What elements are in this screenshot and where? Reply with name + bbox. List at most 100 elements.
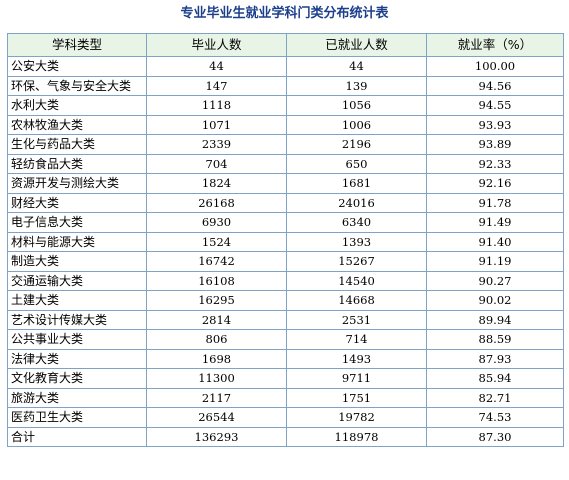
- cell-rate: 87.93: [426, 348, 564, 369]
- cell-graduates: 1118: [146, 95, 287, 116]
- table-row: 生化与药品大类 2339 2196 93.89: [7, 134, 564, 155]
- table-row: 制造大类 16742 15267 91.19: [7, 251, 564, 272]
- table-row: 轻纺食品大类 704 650 92.33: [7, 153, 564, 174]
- cell-employed: 1493: [286, 348, 427, 369]
- cell-rate: 94.55: [426, 95, 564, 116]
- cell-subject: 医药卫生大类: [7, 407, 147, 428]
- cell-rate: 91.49: [426, 212, 564, 233]
- cell-graduates: 1824: [146, 173, 287, 194]
- cell-subject: 材料与能源大类: [7, 231, 147, 252]
- table-row: 旅游大类 2117 1751 82.71: [7, 387, 564, 408]
- cell-subject: 轻纺食品大类: [7, 153, 147, 174]
- cell-rate: 74.53: [426, 407, 564, 428]
- cell-graduates: 806: [146, 329, 287, 350]
- cell-employed: 139: [286, 75, 427, 96]
- cell-rate: 85.94: [426, 368, 564, 389]
- header-subject-type: 学科类型: [7, 33, 147, 57]
- cell-rate: 88.59: [426, 329, 564, 350]
- table-row: 资源开发与测绘大类 1824 1681 92.16: [7, 173, 564, 194]
- cell-graduates: 2117: [146, 387, 287, 408]
- table-row: 法律大类 1698 1493 87.93: [7, 348, 564, 369]
- cell-subject: 公安大类: [7, 56, 147, 77]
- cell-subject: 公共事业大类: [7, 329, 147, 350]
- cell-rate: 91.78: [426, 192, 564, 213]
- table-row: 电子信息大类 6930 6340 91.49: [7, 212, 564, 233]
- cell-subject: 生化与药品大类: [7, 134, 147, 155]
- cell-employed: 6340: [286, 212, 427, 233]
- cell-rate: 90.27: [426, 270, 564, 291]
- cell-graduates: 704: [146, 153, 287, 174]
- header-employment-rate: 就业率（%）: [426, 33, 564, 57]
- cell-subject: 合计: [7, 426, 147, 447]
- cell-employed: 2531: [286, 309, 427, 330]
- cell-subject: 文化教育大类: [7, 368, 147, 389]
- table-row: 环保、气象与安全大类 147 139 94.56: [7, 75, 564, 96]
- cell-employed: 2196: [286, 134, 427, 155]
- cell-rate: 100.00: [426, 56, 564, 77]
- cell-graduates: 11300: [146, 368, 287, 389]
- cell-employed: 24016: [286, 192, 427, 213]
- cell-subject: 环保、气象与安全大类: [7, 75, 147, 96]
- cell-subject: 旅游大类: [7, 387, 147, 408]
- cell-employed: 9711: [286, 368, 427, 389]
- table-body: 公安大类 44 44 100.00 环保、气象与安全大类 147 139 94.56 水利大…: [7, 56, 564, 447]
- table-title: 专业毕业生就业学科门类分布统计表: [180, 6, 389, 21]
- cell-subject: 土建大类: [7, 290, 147, 311]
- cell-subject: 艺术设计传媒大类: [7, 309, 147, 330]
- total-row: 合计 136293 118978 87.30: [7, 426, 564, 447]
- table-row: 医药卫生大类 26544 19782 74.53: [7, 407, 564, 428]
- cell-employed: 714: [286, 329, 427, 350]
- cell-employed: 15267: [286, 251, 427, 272]
- cell-graduates: 1698: [146, 348, 287, 369]
- cell-rate: 93.93: [426, 114, 564, 135]
- cell-graduates: 16108: [146, 270, 287, 291]
- cell-employed: 1006: [286, 114, 427, 135]
- table-row: 艺术设计传媒大类 2814 2531 89.94: [7, 309, 564, 330]
- cell-subject: 水利大类: [7, 95, 147, 116]
- cell-rate: 82.71: [426, 387, 564, 408]
- table-row: 公共事业大类 806 714 88.59: [7, 329, 564, 350]
- cell-employed: 14540: [286, 270, 427, 291]
- cell-employed: 44: [286, 56, 427, 77]
- table-row: 文化教育大类 11300 9711 85.94: [7, 368, 564, 389]
- header-employed: 已就业人数: [286, 33, 427, 57]
- cell-graduates: 136293: [146, 426, 287, 447]
- cell-graduates: 6930: [146, 212, 287, 233]
- cell-rate: 91.40: [426, 231, 564, 252]
- cell-graduates: 2814: [146, 309, 287, 330]
- cell-employed: 19782: [286, 407, 427, 428]
- table-row: 土建大类 16295 14668 90.02: [7, 290, 564, 311]
- table-row: 材料与能源大类 1524 1393 91.40: [7, 231, 564, 252]
- cell-rate: 94.56: [426, 75, 564, 96]
- cell-graduates: 147: [146, 75, 287, 96]
- cell-subject: 农林牧渔大类: [7, 114, 147, 135]
- cell-rate: 90.02: [426, 290, 564, 311]
- cell-employed: 1681: [286, 173, 427, 194]
- cell-graduates: 44: [146, 56, 287, 77]
- cell-employed: 1393: [286, 231, 427, 252]
- cell-employed: 118978: [286, 426, 427, 447]
- cell-subject: 制造大类: [7, 251, 147, 272]
- cell-subject: 资源开发与测绘大类: [7, 173, 147, 194]
- header-row: 学科类型 毕业人数 已就业人数 就业率（%）: [7, 33, 564, 57]
- cell-graduates: 1524: [146, 231, 287, 252]
- table-row: 财经大类 26168 24016 91.78: [7, 192, 564, 213]
- cell-rate: 92.33: [426, 153, 564, 174]
- table-row: 农林牧渔大类 1071 1006 93.93: [7, 114, 564, 135]
- cell-graduates: 16295: [146, 290, 287, 311]
- table-row: 公安大类 44 44 100.00: [7, 56, 564, 77]
- cell-employed: 14668: [286, 290, 427, 311]
- cell-subject: 法律大类: [7, 348, 147, 369]
- cell-rate: 92.16: [426, 173, 564, 194]
- cell-rate: 89.94: [426, 309, 564, 330]
- cell-subject: 电子信息大类: [7, 212, 147, 233]
- cell-employed: 650: [286, 153, 427, 174]
- cell-graduates: 1071: [146, 114, 287, 135]
- cell-employed: 1751: [286, 387, 427, 408]
- cell-graduates: 2339: [146, 134, 287, 155]
- table-row: 交通运输大类 16108 14540 90.27: [7, 270, 564, 291]
- cell-rate: 87.30: [426, 426, 564, 447]
- cell-subject: 交通运输大类: [7, 270, 147, 291]
- employment-stats-table: 学科类型 毕业人数 已就业人数 就业率（%） 公安大类 44 44 100.00 环保…: [7, 33, 564, 447]
- cell-employed: 1056: [286, 95, 427, 116]
